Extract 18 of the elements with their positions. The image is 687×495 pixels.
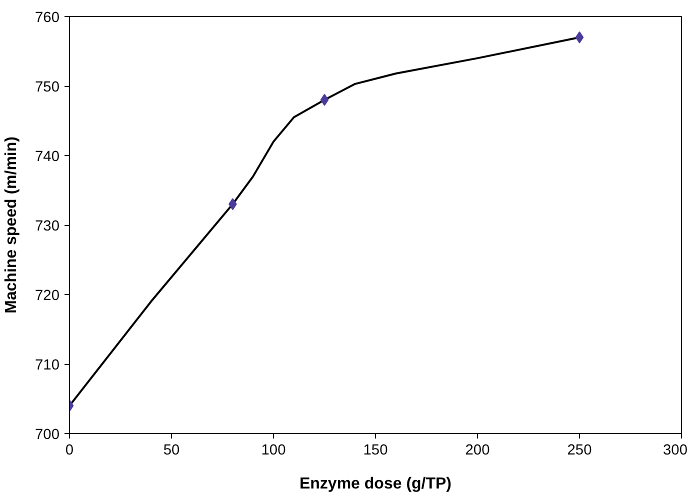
x-tick-label: 300 — [663, 442, 687, 458]
x-tick-label: 100 — [261, 442, 286, 458]
y-tick-label: 720 — [35, 288, 60, 304]
y-tick-label: 700 — [35, 427, 60, 443]
point — [575, 31, 584, 44]
y-tick-label: 750 — [35, 80, 60, 96]
x-tick-label: 250 — [567, 442, 592, 458]
y-axis-title: Machine speed (m/min) — [3, 136, 20, 314]
x-tick-label: 50 — [163, 442, 180, 458]
y-tick-label: 740 — [35, 149, 60, 165]
y-tick-label: 710 — [35, 358, 60, 374]
y-tick-label: 760 — [35, 10, 60, 26]
x-tick-label: 150 — [363, 442, 388, 458]
y-tick-label: 730 — [35, 218, 60, 234]
x-tick-label: 200 — [465, 442, 490, 458]
x-tick-label: 0 — [65, 442, 74, 458]
point — [320, 94, 329, 106]
x-axis-title: Enzyme dose (g/TP) — [299, 476, 452, 492]
